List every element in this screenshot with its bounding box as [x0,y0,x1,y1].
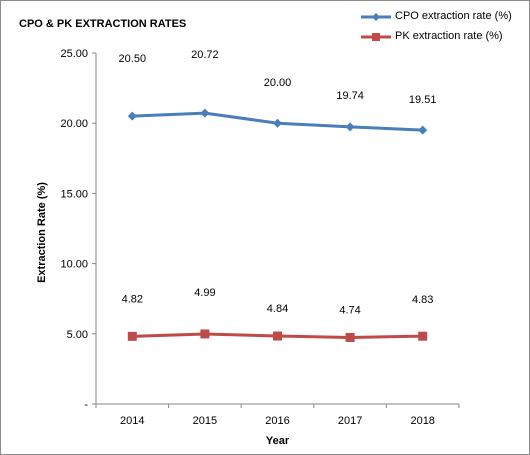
data-label-cpo: 20.50 [119,53,147,65]
data-point-cpo [200,108,210,118]
data-label-pk: 4.84 [267,303,288,315]
data-label-pk: 4.83 [412,294,433,306]
y-tick-label: 25.00 [60,48,88,60]
data-point-pk [273,331,282,341]
data-label-cpo: 20.00 [264,77,292,89]
legend-label-pk: PK extraction rate (%) [395,30,503,42]
y-tick-label: - [84,399,88,411]
data-point-cpo [273,118,282,128]
data-label-pk: 4.74 [339,304,360,316]
legend: CPO extraction rate (%) PK extraction ra… [361,7,530,47]
x-tick-label: 2018 [410,415,434,427]
data-point-cpo [127,111,137,121]
legend-swatch-pk [361,33,391,41]
x-tick-label: 2017 [338,415,362,427]
legend-item-cpo: CPO extraction rate (%) [361,7,530,27]
data-label-pk: 4.82 [122,293,143,305]
data-label-cpo: 20.72 [191,49,219,61]
y-tick-label: 20.00 [60,118,88,130]
x-tick-label: 2014 [120,415,144,427]
data-point-pk [345,332,355,342]
data-label-cpo: 19.51 [409,94,437,106]
x-axis-title: Year [266,435,290,447]
data-point-pk [418,331,428,341]
legend-label-cpo: CPO extraction rate (%) [395,10,512,22]
data-point-cpo [418,125,428,135]
chart-title: CPO & PK EXTRACTION RATES [19,18,187,30]
data-label-cpo: 19.74 [336,90,364,102]
y-tick-label: 5.00 [67,329,88,341]
legend-swatch-cpo [361,13,391,21]
data-label-pk: 4.99 [194,287,215,299]
y-tick-label: 10.00 [60,259,88,271]
data-point-cpo [345,122,355,132]
y-axis-title: Extraction Rate (%) [36,182,48,283]
y-tick-label: 15.00 [60,188,88,200]
data-point-pk [200,329,210,339]
legend-item-pk: PK extraction rate (%) [361,27,530,47]
data-point-pk [127,331,137,341]
x-tick-label: 2015 [193,415,217,427]
x-tick-label: 2016 [265,415,289,427]
